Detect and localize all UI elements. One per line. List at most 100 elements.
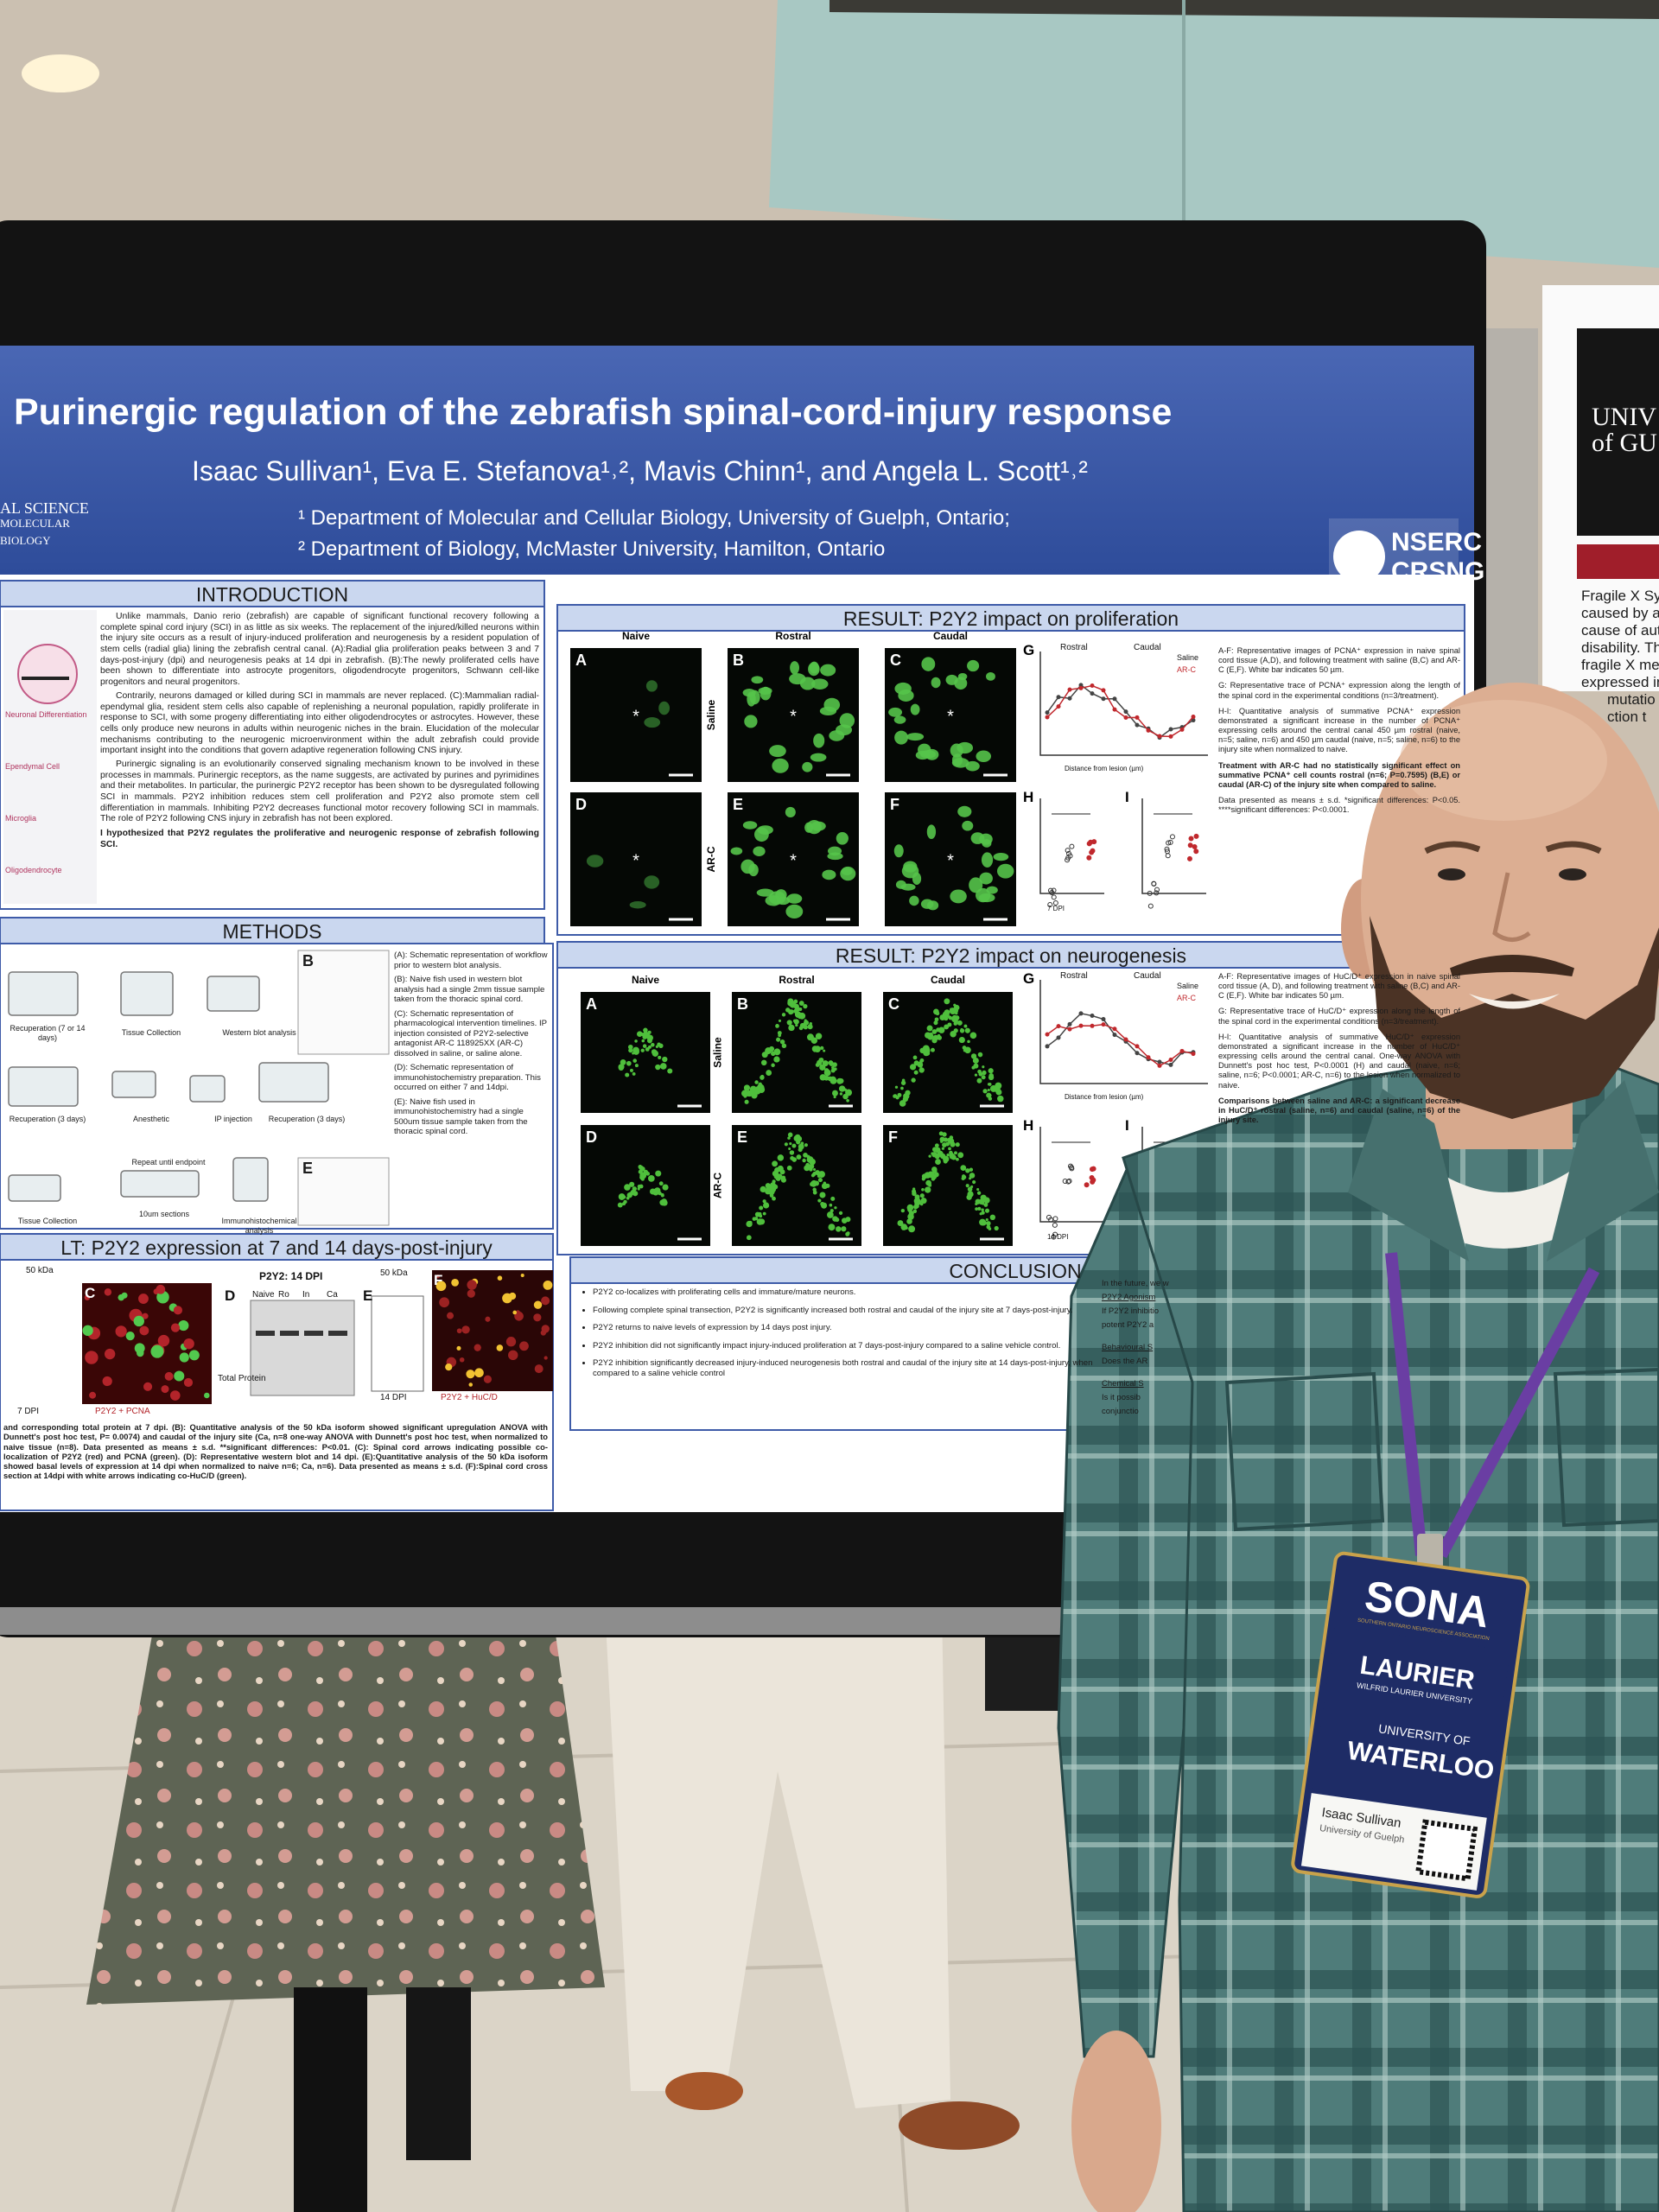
section-heading: RESULT: P2Y2 impact on neurogenesis xyxy=(835,944,1187,967)
panel-letter: A xyxy=(586,995,597,1013)
figure-label: Ca xyxy=(327,1290,338,1300)
fluorescent-cell xyxy=(456,1328,462,1334)
graph-point xyxy=(1066,1178,1072,1184)
method-icon xyxy=(189,1075,226,1103)
fluorescent-cell xyxy=(926,1025,933,1032)
fluorescent-cell xyxy=(786,893,803,904)
row-label: AR-C xyxy=(712,1173,724,1198)
graph-text: Rostral xyxy=(1060,971,1088,981)
fluorescent-cell xyxy=(972,1179,976,1185)
fluorescent-cell xyxy=(953,1004,960,1011)
fluorescent-cell xyxy=(960,1165,967,1171)
fluorescent-cell xyxy=(754,1080,759,1084)
fluorescent-cell xyxy=(975,1207,979,1211)
fluorescent-cell xyxy=(804,1019,807,1022)
eye xyxy=(1438,868,1465,880)
fluorescent-cell xyxy=(893,715,906,724)
fluorescent-cell xyxy=(823,1069,831,1077)
intro-figure-label: Microglia xyxy=(5,814,37,823)
graph-axes xyxy=(1039,652,1208,756)
graph-trace xyxy=(1046,684,1194,738)
intro-figure-label: Neuronal Differentiation xyxy=(5,710,87,719)
side-poster-logo: of GU xyxy=(1592,429,1657,457)
fluorescent-cell xyxy=(985,1218,988,1222)
scalp-highlight xyxy=(1400,700,1607,821)
fluorescent-cell xyxy=(204,1392,210,1399)
graph-trace xyxy=(1046,1023,1194,1067)
fluorescent-cell xyxy=(483,1375,492,1383)
fluorescent-cell xyxy=(746,1235,752,1241)
fluorescent-cell xyxy=(894,730,908,745)
fluorescent-cell xyxy=(802,761,813,772)
fluorescent-cell xyxy=(810,753,827,762)
methods-note: (E): Naive fish used in immunohistochemi… xyxy=(394,1096,528,1137)
fluorescent-cell xyxy=(965,1184,969,1188)
fluorescent-cell xyxy=(125,1332,135,1341)
fluorescent-cell xyxy=(994,1225,999,1231)
fluorescent-cell xyxy=(908,1225,916,1233)
fluorescent-cell xyxy=(903,1093,910,1100)
fluorescent-cell xyxy=(900,1080,906,1085)
fluorescent-cell xyxy=(786,1165,792,1171)
fluorescent-cell xyxy=(931,1029,938,1034)
fluorescent-cell xyxy=(753,846,766,856)
fluorescent-cell xyxy=(937,1150,944,1158)
intro-text: Unlike mammals, Danio rerio (zebrafish) … xyxy=(100,612,539,850)
fluorescent-cell xyxy=(485,1316,491,1322)
fluorescent-cell xyxy=(760,1059,767,1066)
section-heading: RESULT: P2Y2 impact on proliferation xyxy=(842,607,1179,630)
fluorescent-cell xyxy=(970,1053,977,1059)
fluorescent-cell xyxy=(988,1083,992,1086)
fluorescent-cell xyxy=(986,1221,991,1226)
graph-letter: I xyxy=(1125,789,1129,805)
shirt-pocket xyxy=(1224,1371,1385,1532)
figure-label: In xyxy=(302,1290,310,1300)
fluorescent-cell xyxy=(921,1198,925,1201)
fluorescent-cell xyxy=(762,1199,766,1204)
fluorescent-cell xyxy=(810,1037,818,1044)
fluorescent-cell xyxy=(639,1184,644,1189)
fluorescent-cell xyxy=(925,1179,931,1186)
fluorescent-cell xyxy=(912,1055,918,1060)
figure-label: Ro xyxy=(278,1290,289,1300)
fluorescent-cell xyxy=(971,1065,976,1070)
method-icon xyxy=(232,1157,269,1202)
fluorescent-cell xyxy=(586,855,604,868)
center-marker: * xyxy=(947,708,954,727)
panel-letter: C xyxy=(85,1285,96,1301)
mustache xyxy=(1450,955,1574,976)
graph-point xyxy=(1052,1231,1058,1237)
quantification-plot xyxy=(371,1295,424,1392)
graph-letter: H xyxy=(1023,789,1033,805)
fluorescent-cell xyxy=(899,1100,906,1107)
western-blot xyxy=(250,1300,355,1396)
fluorescent-cell xyxy=(909,1064,917,1071)
side-poster-text: expressed in xyxy=(1581,674,1659,690)
fluorescent-cell xyxy=(910,703,920,715)
method-icon xyxy=(8,1066,79,1107)
fluorescent-cell xyxy=(981,852,994,868)
fluorescent-cell xyxy=(809,1167,813,1172)
conclusion-bullet: Following complete spinal transection, P… xyxy=(593,1306,1111,1316)
fluorescent-cell xyxy=(157,1334,170,1347)
graph-frame xyxy=(1021,969,1211,1108)
fluorescent-cell xyxy=(826,1211,834,1218)
side-poster-text: ction t xyxy=(1607,709,1647,725)
figure-label: P2Y2: 14 DPI xyxy=(259,1270,323,1282)
method-panel xyxy=(297,1157,390,1226)
fluorescent-cell xyxy=(931,677,941,689)
fluorescent-cell xyxy=(823,1049,826,1052)
fluorescent-cell xyxy=(839,1092,843,1096)
fluorescent-cell xyxy=(502,1293,512,1304)
graph-text: Distance from lesion (µm) xyxy=(1065,765,1144,772)
fluorescent-cell xyxy=(955,1142,960,1147)
fluorescent-cell xyxy=(962,820,974,831)
panel-letter: E xyxy=(733,796,743,813)
fluorescent-cell xyxy=(776,1037,781,1042)
fluorescent-cell xyxy=(954,1151,957,1155)
fluorescent-cell xyxy=(965,1168,970,1173)
fluorescent-cell xyxy=(650,1043,655,1047)
fluorescent-cell xyxy=(654,1187,661,1194)
graph-letter: I xyxy=(1125,1117,1129,1134)
fluorescent-cell xyxy=(839,713,855,728)
